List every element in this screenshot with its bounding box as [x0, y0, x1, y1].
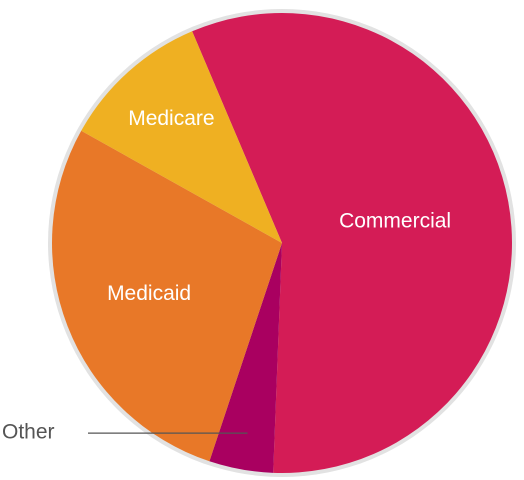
slice-label-other: Other [2, 421, 55, 444]
pie-labels: Commercial Other Medicaid Medicare [2, 107, 451, 443]
slice-label-medicare: Medicare [128, 107, 214, 130]
pie-slices [52, 12, 512, 473]
slice-label-medicaid: Medicaid [107, 282, 191, 305]
slice-medicare [81, 31, 282, 244]
slice-medicaid [52, 130, 283, 462]
slice-label-commercial: Commercial [339, 210, 451, 233]
slice-commercial [192, 12, 512, 473]
slice-other [209, 243, 282, 473]
